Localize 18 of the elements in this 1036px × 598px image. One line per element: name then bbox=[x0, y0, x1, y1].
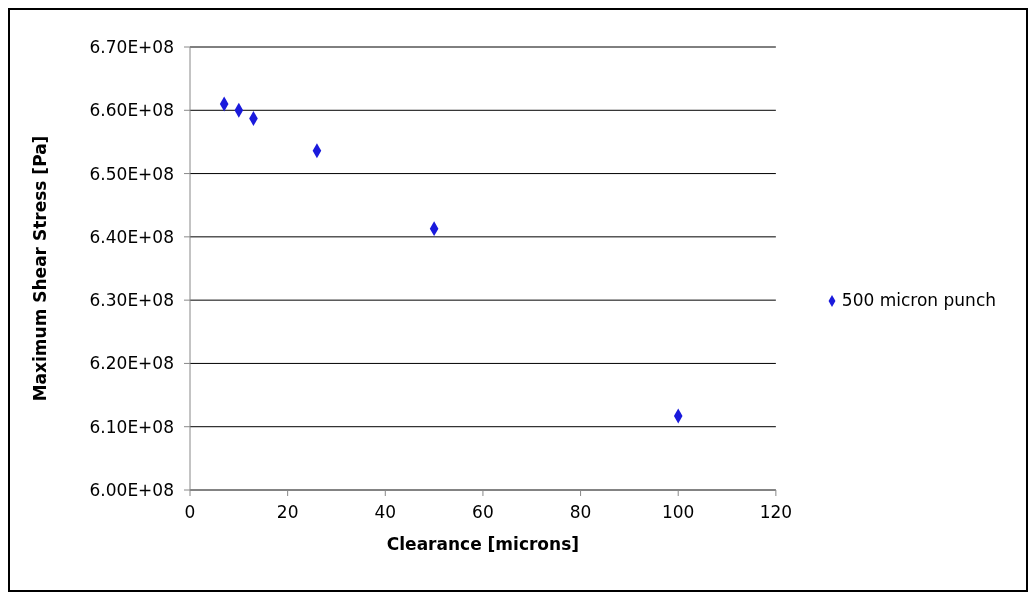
x-tick-label: 0 bbox=[184, 502, 196, 523]
x-tick-label: 20 bbox=[276, 502, 299, 523]
y-tick-label: 6.30E+08 bbox=[89, 290, 174, 311]
y-tick-label: 6.60E+08 bbox=[89, 100, 174, 121]
x-tick-label: 100 bbox=[661, 502, 695, 523]
x-axis-title: Clearance [microns] bbox=[386, 534, 580, 554]
x-tick-label: 40 bbox=[374, 502, 397, 523]
y-tick-label: 6.00E+08 bbox=[89, 480, 174, 501]
y-tick-label: 6.20E+08 bbox=[89, 353, 174, 374]
y-tick-label: 6.10E+08 bbox=[89, 416, 174, 437]
legend-label: 500 micron punch bbox=[841, 290, 996, 310]
x-tick-label: 80 bbox=[569, 502, 592, 523]
y-tick-label: 6.40E+08 bbox=[89, 226, 174, 247]
y-tick-label: 6.70E+08 bbox=[89, 37, 174, 58]
x-tick-label: 120 bbox=[759, 502, 793, 523]
x-tick-label: 60 bbox=[472, 502, 494, 523]
y-tick-label: 6.50E+08 bbox=[89, 163, 174, 184]
y-axis-title: Maximum Shear Stress [Pa] bbox=[30, 135, 51, 402]
